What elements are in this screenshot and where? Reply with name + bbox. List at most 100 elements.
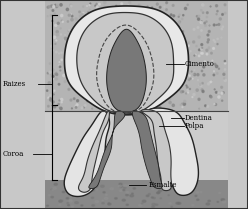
Ellipse shape: [152, 7, 153, 8]
Ellipse shape: [144, 59, 146, 62]
Ellipse shape: [153, 52, 154, 53]
Ellipse shape: [102, 107, 104, 109]
Ellipse shape: [211, 52, 212, 54]
Ellipse shape: [90, 22, 91, 24]
Ellipse shape: [86, 83, 88, 85]
Ellipse shape: [53, 187, 56, 189]
Ellipse shape: [169, 203, 171, 204]
Ellipse shape: [154, 22, 156, 24]
Ellipse shape: [69, 14, 71, 15]
Ellipse shape: [155, 90, 158, 92]
Ellipse shape: [99, 17, 101, 19]
Ellipse shape: [56, 5, 58, 8]
Ellipse shape: [221, 86, 222, 88]
Ellipse shape: [162, 182, 165, 184]
Ellipse shape: [78, 47, 81, 49]
Ellipse shape: [116, 39, 117, 41]
Ellipse shape: [82, 13, 83, 15]
Ellipse shape: [213, 24, 215, 26]
Ellipse shape: [89, 9, 90, 10]
Ellipse shape: [202, 52, 203, 54]
Ellipse shape: [58, 103, 59, 105]
Ellipse shape: [119, 101, 120, 102]
Ellipse shape: [170, 51, 172, 53]
Ellipse shape: [53, 94, 54, 95]
Ellipse shape: [184, 100, 186, 102]
Ellipse shape: [206, 53, 208, 55]
Ellipse shape: [183, 103, 186, 105]
Ellipse shape: [47, 206, 49, 207]
Ellipse shape: [78, 54, 79, 56]
Ellipse shape: [179, 63, 180, 64]
Ellipse shape: [156, 3, 158, 5]
Ellipse shape: [67, 203, 69, 204]
Ellipse shape: [168, 88, 170, 89]
Ellipse shape: [210, 81, 212, 83]
Ellipse shape: [198, 98, 200, 100]
Ellipse shape: [50, 99, 52, 101]
Ellipse shape: [135, 57, 137, 59]
Ellipse shape: [57, 22, 59, 24]
Ellipse shape: [178, 202, 181, 204]
Ellipse shape: [110, 24, 111, 26]
Ellipse shape: [223, 73, 225, 75]
Ellipse shape: [121, 3, 123, 5]
Ellipse shape: [202, 83, 203, 84]
Ellipse shape: [119, 190, 122, 191]
Ellipse shape: [104, 36, 107, 39]
Ellipse shape: [162, 69, 164, 71]
Ellipse shape: [88, 50, 90, 52]
Ellipse shape: [95, 201, 99, 203]
Ellipse shape: [143, 23, 145, 25]
Ellipse shape: [105, 53, 106, 54]
Ellipse shape: [218, 68, 219, 69]
Ellipse shape: [124, 185, 127, 187]
Ellipse shape: [158, 45, 160, 48]
Ellipse shape: [119, 84, 120, 86]
Ellipse shape: [224, 69, 226, 70]
Ellipse shape: [55, 24, 57, 27]
Ellipse shape: [210, 6, 211, 7]
Ellipse shape: [194, 73, 196, 76]
Ellipse shape: [222, 100, 223, 101]
Ellipse shape: [150, 48, 152, 50]
Ellipse shape: [196, 46, 197, 47]
Ellipse shape: [81, 31, 83, 32]
Ellipse shape: [60, 107, 62, 110]
Ellipse shape: [165, 185, 168, 187]
Ellipse shape: [189, 75, 190, 76]
Ellipse shape: [110, 11, 111, 13]
Ellipse shape: [84, 79, 85, 80]
Ellipse shape: [153, 72, 155, 74]
Ellipse shape: [61, 52, 62, 54]
Ellipse shape: [187, 92, 188, 93]
Ellipse shape: [160, 51, 161, 52]
Ellipse shape: [76, 43, 77, 44]
Ellipse shape: [80, 30, 81, 31]
Ellipse shape: [52, 75, 54, 77]
Ellipse shape: [54, 13, 56, 14]
Ellipse shape: [90, 3, 91, 4]
Ellipse shape: [91, 24, 93, 27]
Ellipse shape: [75, 201, 78, 204]
Ellipse shape: [115, 71, 116, 72]
Ellipse shape: [99, 63, 101, 65]
Ellipse shape: [158, 60, 159, 61]
Ellipse shape: [82, 13, 84, 14]
Ellipse shape: [59, 66, 61, 68]
Ellipse shape: [69, 71, 71, 74]
Ellipse shape: [207, 105, 209, 107]
Ellipse shape: [79, 11, 80, 13]
Ellipse shape: [121, 80, 123, 82]
Ellipse shape: [135, 89, 137, 91]
Ellipse shape: [62, 21, 63, 22]
Ellipse shape: [224, 62, 226, 64]
Ellipse shape: [162, 67, 163, 68]
Ellipse shape: [172, 86, 174, 88]
Ellipse shape: [206, 49, 208, 51]
Ellipse shape: [163, 83, 164, 84]
Ellipse shape: [192, 205, 194, 206]
Ellipse shape: [157, 192, 160, 194]
Ellipse shape: [76, 196, 78, 197]
Ellipse shape: [137, 9, 138, 10]
